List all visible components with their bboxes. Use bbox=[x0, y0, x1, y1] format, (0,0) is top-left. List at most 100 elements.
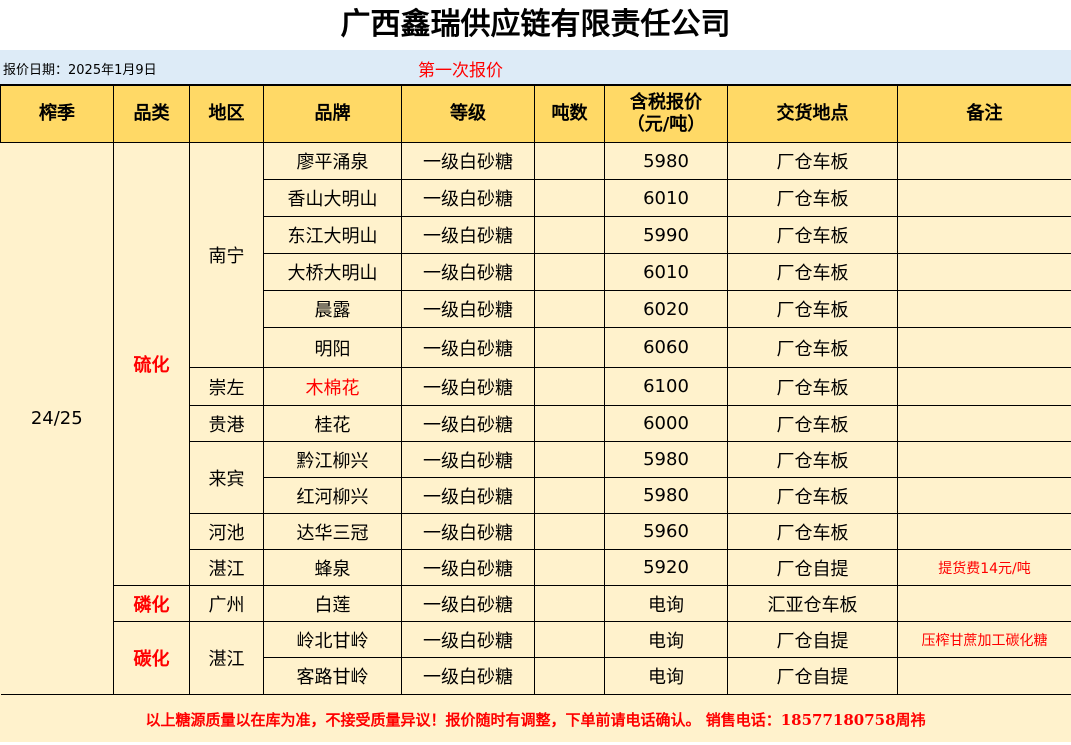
brand-cell: 黔江柳兴 bbox=[264, 442, 402, 478]
note-cell: 提货费14元/吨 bbox=[898, 550, 1071, 586]
brand-cell: 晨露 bbox=[264, 291, 402, 328]
price-cell: 6010 bbox=[605, 180, 728, 217]
delivery-cell: 汇亚仓车板 bbox=[728, 586, 898, 622]
tons-cell bbox=[535, 658, 605, 695]
brand-cell: 东江大明山 bbox=[264, 217, 402, 254]
note-cell bbox=[898, 143, 1071, 180]
brand-cell: 达华三冠 bbox=[264, 514, 402, 550]
grade-cell: 一级白砂糖 bbox=[402, 180, 535, 217]
note-cell bbox=[898, 442, 1071, 478]
price-cell: 6010 bbox=[605, 254, 728, 291]
delivery-cell: 厂仓车板 bbox=[728, 328, 898, 368]
tons-cell bbox=[535, 406, 605, 442]
price-cell: 6100 bbox=[605, 368, 728, 406]
price-cell: 6000 bbox=[605, 406, 728, 442]
region-cell: 湛江 bbox=[190, 622, 264, 695]
grade-cell: 一级白砂糖 bbox=[402, 217, 535, 254]
price-cell: 5980 bbox=[605, 478, 728, 514]
price-cell: 5920 bbox=[605, 550, 728, 586]
brand-cell: 木棉花 bbox=[264, 368, 402, 406]
tons-cell bbox=[535, 143, 605, 180]
region-cell: 湛江 bbox=[190, 550, 264, 586]
delivery-cell: 厂仓车板 bbox=[728, 442, 898, 478]
header-category: 品类 bbox=[114, 86, 190, 143]
note-cell bbox=[898, 328, 1071, 368]
category-cell: 磷化 bbox=[114, 586, 190, 622]
note-cell bbox=[898, 254, 1071, 291]
note-cell bbox=[898, 368, 1071, 406]
header-note: 备注 bbox=[898, 86, 1071, 143]
grade-cell: 一级白砂糖 bbox=[402, 586, 535, 622]
category-cell: 硫化 bbox=[114, 143, 190, 586]
tons-cell bbox=[535, 368, 605, 406]
region-cell: 崇左 bbox=[190, 368, 264, 406]
quote-round: 第一次报价 bbox=[418, 56, 503, 81]
tons-cell bbox=[535, 180, 605, 217]
header-region: 地区 bbox=[190, 86, 264, 143]
note-cell bbox=[898, 217, 1071, 254]
delivery-cell: 厂仓车板 bbox=[728, 254, 898, 291]
region-cell: 广州 bbox=[190, 586, 264, 622]
brand-cell: 客路甘岭 bbox=[264, 658, 402, 695]
category-cell: 碳化 bbox=[114, 622, 190, 695]
region-cell: 来宾 bbox=[190, 442, 264, 514]
delivery-cell: 厂仓自提 bbox=[728, 622, 898, 658]
price-cell: 电询 bbox=[605, 622, 728, 658]
tons-cell bbox=[535, 478, 605, 514]
brand-cell: 桂花 bbox=[264, 406, 402, 442]
brand-cell: 蜂泉 bbox=[264, 550, 402, 586]
table-row: 磷化广州白莲一级白砂糖电询汇亚仓车板 bbox=[1, 586, 1071, 622]
delivery-cell: 厂仓车板 bbox=[728, 368, 898, 406]
grade-cell: 一级白砂糖 bbox=[402, 406, 535, 442]
delivery-cell: 厂仓车板 bbox=[728, 291, 898, 328]
header-brand: 品牌 bbox=[264, 86, 402, 143]
tons-cell bbox=[535, 328, 605, 368]
brand-cell: 香山大明山 bbox=[264, 180, 402, 217]
date-bar: 报价日期：2025年1月9日 第一次报价 bbox=[0, 50, 1071, 85]
delivery-cell: 厂仓车板 bbox=[728, 143, 898, 180]
header-grade: 等级 bbox=[402, 86, 535, 143]
grade-cell: 一级白砂糖 bbox=[402, 143, 535, 180]
delivery-cell: 厂仓车板 bbox=[728, 217, 898, 254]
footer-notice: 以上糖源质量以在库为准，不接受质量异议！报价随时有调整，下单前请电话确认。 销售… bbox=[0, 695, 1071, 742]
tons-cell bbox=[535, 586, 605, 622]
price-cell: 电询 bbox=[605, 586, 728, 622]
tons-cell bbox=[535, 550, 605, 586]
price-cell: 6020 bbox=[605, 291, 728, 328]
note-cell: 压榨甘蔗加工碳化糖 bbox=[898, 622, 1071, 658]
grade-cell: 一级白砂糖 bbox=[402, 658, 535, 695]
delivery-cell: 厂仓车板 bbox=[728, 180, 898, 217]
header-tons: 吨数 bbox=[535, 86, 605, 143]
price-cell: 5980 bbox=[605, 442, 728, 478]
brand-cell: 红河柳兴 bbox=[264, 478, 402, 514]
price-cell: 5980 bbox=[605, 143, 728, 180]
delivery-cell: 厂仓车板 bbox=[728, 478, 898, 514]
tons-cell bbox=[535, 254, 605, 291]
season-cell: 24/25 bbox=[1, 143, 114, 695]
grade-cell: 一级白砂糖 bbox=[402, 514, 535, 550]
region-cell: 贵港 bbox=[190, 406, 264, 442]
brand-cell: 廖平涌泉 bbox=[264, 143, 402, 180]
header-delivery: 交货地点 bbox=[728, 86, 898, 143]
delivery-cell: 厂仓车板 bbox=[728, 514, 898, 550]
delivery-cell: 厂仓车板 bbox=[728, 406, 898, 442]
price-cell: 5990 bbox=[605, 217, 728, 254]
tons-cell bbox=[535, 514, 605, 550]
tons-cell bbox=[535, 442, 605, 478]
price-cell: 5960 bbox=[605, 514, 728, 550]
note-cell bbox=[898, 180, 1071, 217]
header-season: 榨季 bbox=[1, 86, 114, 143]
header-price: 含税报价（元/吨） bbox=[605, 86, 728, 143]
delivery-cell: 厂仓自提 bbox=[728, 550, 898, 586]
delivery-cell: 厂仓自提 bbox=[728, 658, 898, 695]
header-row: 榨季品类地区品牌等级吨数含税报价（元/吨）交货地点备注 bbox=[1, 86, 1071, 143]
tons-cell bbox=[535, 217, 605, 254]
grade-cell: 一级白砂糖 bbox=[402, 328, 535, 368]
grade-cell: 一级白砂糖 bbox=[402, 254, 535, 291]
price-cell: 电询 bbox=[605, 658, 728, 695]
grade-cell: 一级白砂糖 bbox=[402, 622, 535, 658]
brand-cell: 岭北甘岭 bbox=[264, 622, 402, 658]
grade-cell: 一级白砂糖 bbox=[402, 478, 535, 514]
brand-cell: 大桥大明山 bbox=[264, 254, 402, 291]
